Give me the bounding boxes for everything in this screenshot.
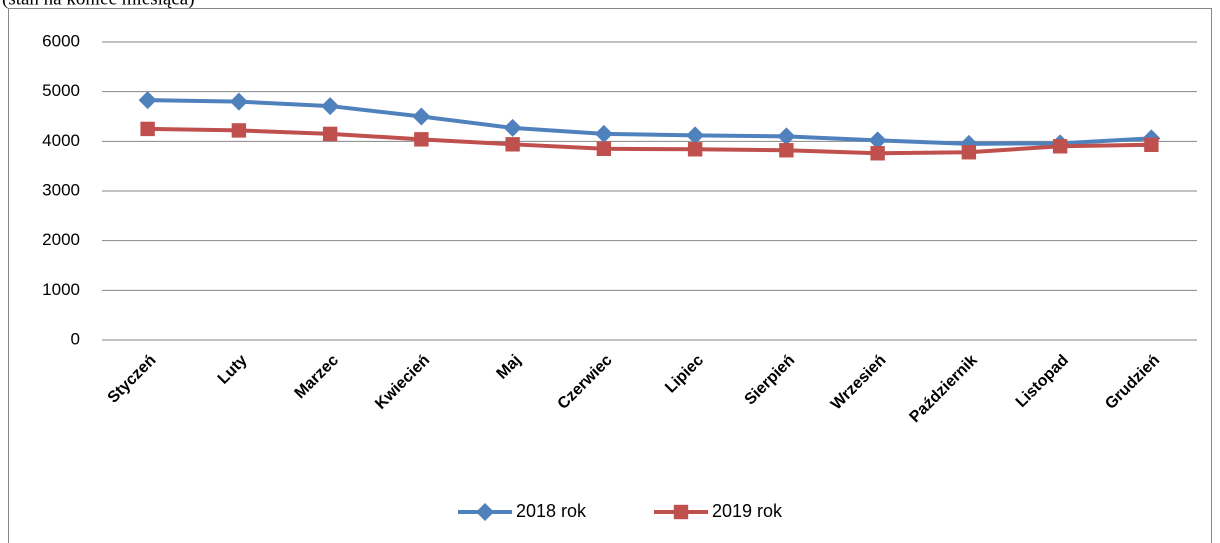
x-tick-label: Październik <box>906 352 980 426</box>
marker <box>503 118 522 137</box>
chart-border <box>8 8 1212 543</box>
marker <box>229 92 248 111</box>
y-tick-label: 3000 <box>42 180 80 199</box>
marker <box>321 97 340 116</box>
x-tick-label: Wrzesień <box>828 352 889 413</box>
marker <box>870 146 885 161</box>
marker <box>687 142 703 157</box>
series-line <box>147 126 1152 156</box>
marker <box>412 107 431 126</box>
y-tick-label: 0 <box>71 329 80 348</box>
series-line <box>147 98 1152 146</box>
marker <box>673 504 689 520</box>
x-tick-label: Czerwiec <box>555 352 616 413</box>
marker <box>505 137 520 152</box>
marker <box>594 124 613 143</box>
marker <box>868 131 887 150</box>
marker <box>1052 139 1068 154</box>
x-tick-label: Maj <box>494 352 525 383</box>
marker <box>476 503 494 521</box>
y-tick-label: 6000 <box>42 31 80 50</box>
marker <box>961 145 977 160</box>
marker <box>140 121 155 137</box>
legend-label: 2019 rok <box>712 501 783 521</box>
marker <box>777 127 796 146</box>
x-tick-label: Lipiec <box>662 352 707 397</box>
y-tick-label: 1000 <box>42 280 80 299</box>
marker <box>138 91 157 110</box>
x-tick-label: Grudzień <box>1102 352 1163 413</box>
y-tick-label: 2000 <box>42 230 80 249</box>
marker <box>322 126 338 142</box>
x-tick-label: Listopad <box>1013 352 1072 411</box>
x-tick-label: Styczeń <box>105 352 160 407</box>
x-tick-label: Marzec <box>292 352 342 402</box>
marker <box>414 132 429 147</box>
marker <box>596 141 612 156</box>
marker <box>686 126 705 145</box>
legend-label: 2018 rok <box>516 501 587 521</box>
y-tick-label: 5000 <box>42 81 80 100</box>
marker <box>1144 137 1159 153</box>
x-tick-label: Sierpień <box>742 352 799 409</box>
x-tick-label: Luty <box>215 352 251 388</box>
marker <box>231 123 247 138</box>
marker <box>779 143 794 158</box>
chart-subtitle: (stan na koniec miesiąca) <box>2 0 195 9</box>
x-tick-label: Kwiecień <box>372 352 433 413</box>
y-tick-label: 4000 <box>42 131 80 150</box>
